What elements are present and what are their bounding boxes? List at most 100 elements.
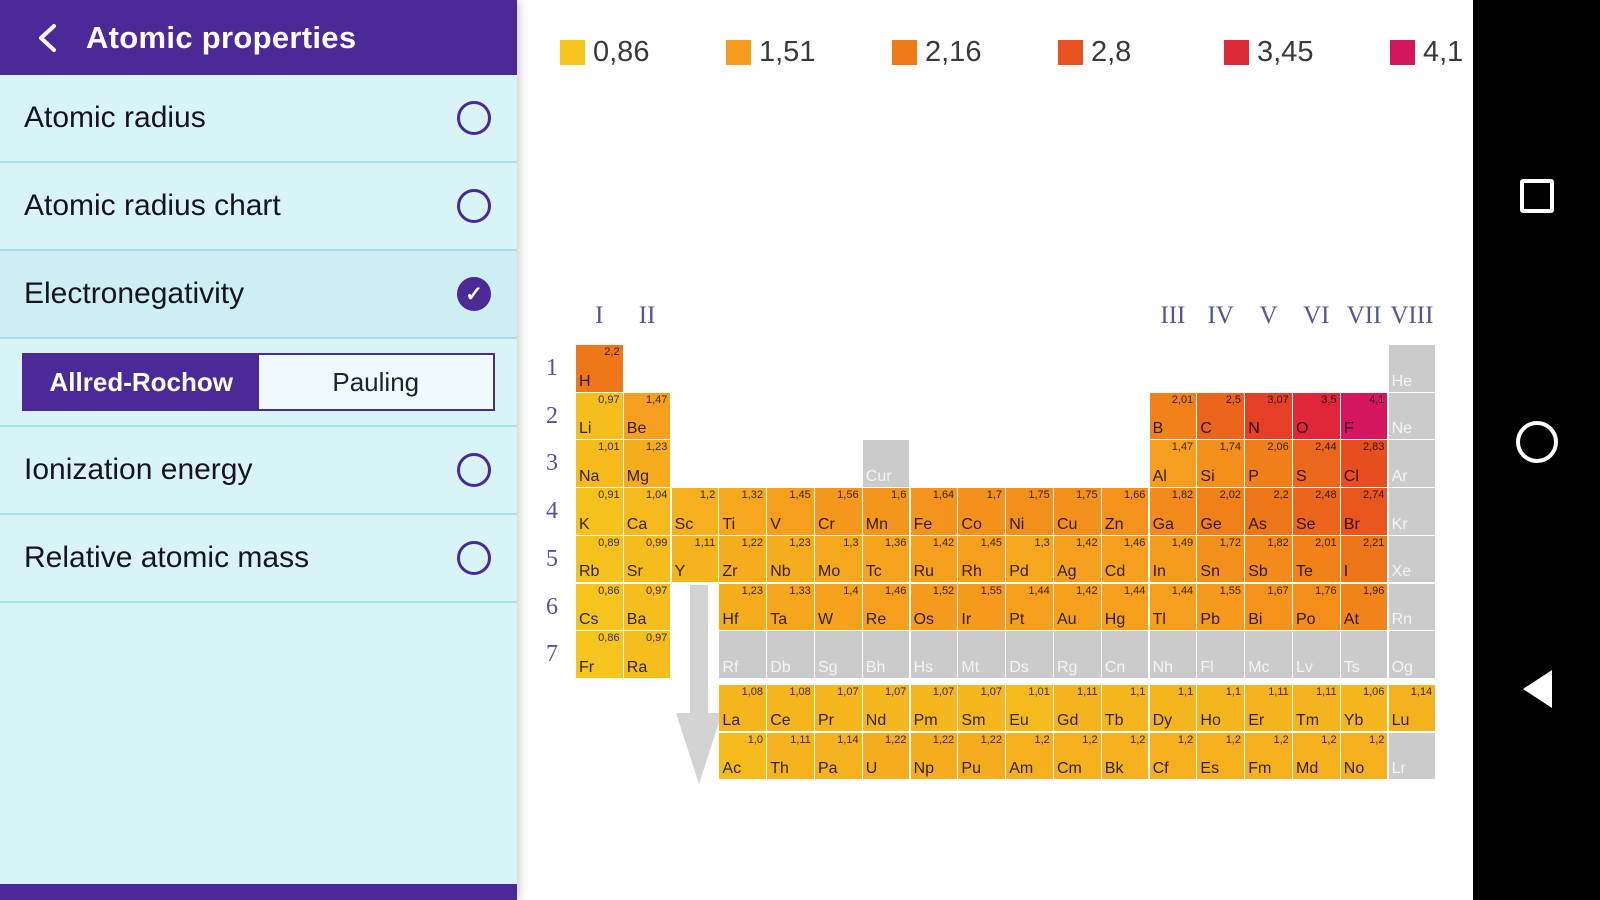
element-cell-Ge[interactable]: 2,02 Ge	[1197, 488, 1244, 535]
element-cell-Np[interactable]: 1,22 Np	[910, 732, 958, 780]
element-cell-Pm[interactable]: 1,07 Pm	[910, 684, 958, 732]
element-cell-K[interactable]: 0,91 K	[576, 488, 623, 535]
element-cell-No[interactable]: 1,2 No	[1340, 732, 1388, 780]
element-cell-Y[interactable]: 1,11 Y	[671, 535, 719, 583]
element-cell-Cd[interactable]: 1,46 Cd	[1101, 535, 1149, 583]
element-cell-Ce[interactable]: 1,08 Ce	[767, 684, 814, 732]
element-cell-Db[interactable]: Db	[767, 631, 814, 678]
element-cell-Lv[interactable]: Lv	[1293, 631, 1340, 678]
element-cell-Be[interactable]: 1,47 Be	[623, 392, 671, 440]
radio-unchecked-icon[interactable]	[457, 453, 491, 487]
element-cell-Pr[interactable]: 1,07 Pr	[815, 684, 862, 732]
element-cell-La[interactable]: 1,08 La	[719, 684, 766, 732]
element-cell-Sn[interactable]: 1,72 Sn	[1197, 535, 1244, 583]
element-cell-Bk[interactable]: 1,2 Bk	[1101, 732, 1149, 780]
element-cell-Au[interactable]: 1,42 Au	[1054, 583, 1101, 631]
element-cell-Sc[interactable]: 1,2 Sc	[671, 488, 719, 535]
element-cell-P[interactable]: 2,06 P	[1245, 440, 1292, 487]
element-cell-S[interactable]: 2,44 S	[1293, 440, 1340, 487]
element-cell-Bh[interactable]: Bh	[862, 631, 910, 678]
element-cell-Ta[interactable]: 1,33 Ta	[767, 583, 814, 631]
element-cell-At[interactable]: 1,96 At	[1340, 583, 1388, 631]
home-button[interactable]	[1473, 420, 1600, 464]
element-cell-He[interactable]: He	[1388, 345, 1436, 392]
element-cell-Cn[interactable]: Cn	[1101, 631, 1149, 678]
element-cell-B[interactable]: 2,01 B	[1149, 392, 1197, 440]
element-cell-Se[interactable]: 2,48 Se	[1293, 488, 1340, 535]
element-cell-Bi[interactable]: 1,67 Bi	[1245, 583, 1292, 631]
element-cell-Xe[interactable]: Xe	[1388, 535, 1436, 583]
element-cell-W[interactable]: 1,4 W	[815, 583, 862, 631]
sidebar-item-relative-atomic-mass[interactable]: Relative atomic mass	[0, 515, 517, 603]
element-cell-Sg[interactable]: Sg	[815, 631, 862, 678]
element-cell-Os[interactable]: 1,52 Os	[910, 583, 958, 631]
element-cell-Fm[interactable]: 1,2 Fm	[1245, 732, 1292, 780]
element-cell-Tm[interactable]: 1,11 Tm	[1293, 684, 1340, 732]
element-cell-Ar[interactable]: Ar	[1388, 440, 1436, 487]
sidebar-item-atomic-radius-chart[interactable]: Atomic radius chart	[0, 163, 517, 251]
recents-button[interactable]	[1473, 178, 1600, 214]
element-cell-Tb[interactable]: 1,1 Tb	[1101, 684, 1149, 732]
element-cell-Rg[interactable]: Rg	[1054, 631, 1101, 678]
element-cell-Ca[interactable]: 1,04 Ca	[623, 488, 671, 535]
element-cell-As[interactable]: 2,2 As	[1245, 488, 1292, 535]
element-cell-I[interactable]: 2,21 I	[1340, 535, 1388, 583]
element-cell-Cur[interactable]: Cur	[862, 440, 910, 487]
element-cell-Lu[interactable]: 1,14 Lu	[1388, 684, 1436, 732]
element-cell-Ga[interactable]: 1,82 Ga	[1149, 488, 1197, 535]
element-cell-Kr[interactable]: Kr	[1388, 488, 1436, 535]
element-cell-Rn[interactable]: Rn	[1388, 583, 1436, 631]
element-cell-Nh[interactable]: Nh	[1149, 631, 1197, 678]
element-cell-Ni[interactable]: 1,75 Ni	[1006, 488, 1053, 535]
element-cell-Al[interactable]: 1,47 Al	[1149, 440, 1197, 487]
radio-unchecked-icon[interactable]	[457, 541, 491, 575]
element-cell-Sb[interactable]: 1,82 Sb	[1245, 535, 1292, 583]
radio-unchecked-icon[interactable]	[457, 101, 491, 135]
element-cell-In[interactable]: 1,49 In	[1149, 535, 1197, 583]
element-cell-Lr[interactable]: Lr	[1388, 732, 1436, 780]
toggle-allred-rochow[interactable]: Allred-Rochow	[24, 355, 259, 409]
element-cell-Pa[interactable]: 1,14 Pa	[815, 732, 862, 780]
element-cell-Tl[interactable]: 1,44 Tl	[1149, 583, 1197, 631]
element-cell-Th[interactable]: 1,11 Th	[767, 732, 814, 780]
element-cell-Am[interactable]: 1,2 Am	[1006, 732, 1053, 780]
sidebar-item-atomic-radius[interactable]: Atomic radius	[0, 75, 517, 163]
element-cell-V[interactable]: 1,45 V	[767, 488, 814, 535]
element-cell-Pu[interactable]: 1,22 Pu	[958, 732, 1005, 780]
element-cell-Zr[interactable]: 1,22 Zr	[719, 535, 766, 583]
radio-unchecked-icon[interactable]	[457, 189, 491, 223]
element-cell-Md[interactable]: 1,2 Md	[1293, 732, 1340, 780]
element-cell-C[interactable]: 2,5 C	[1197, 392, 1244, 440]
element-cell-H[interactable]: 2,2 H	[576, 345, 623, 392]
element-cell-Fe[interactable]: 1,64 Fe	[910, 488, 958, 535]
element-cell-Sm[interactable]: 1,07 Sm	[958, 684, 1005, 732]
element-cell-Hg[interactable]: 1,44 Hg	[1101, 583, 1149, 631]
element-cell-Mg[interactable]: 1,23 Mg	[623, 440, 671, 487]
element-cell-Sr[interactable]: 0,99 Sr	[623, 535, 671, 583]
sidebar-item-ionization-energy[interactable]: Ionization energy	[0, 427, 517, 515]
element-cell-Ba[interactable]: 0,97 Ba	[623, 583, 671, 631]
element-cell-Pd[interactable]: 1,3 Pd	[1006, 535, 1053, 583]
element-cell-Er[interactable]: 1,11 Er	[1245, 684, 1292, 732]
element-cell-U[interactable]: 1,22 U	[862, 732, 910, 780]
element-cell-Rb[interactable]: 0,89 Rb	[576, 535, 623, 583]
element-cell-Ne[interactable]: Ne	[1388, 392, 1436, 440]
element-cell-Fr[interactable]: 0,86 Fr	[576, 631, 623, 678]
element-cell-Yb[interactable]: 1,06 Yb	[1340, 684, 1388, 732]
element-cell-Ac[interactable]: 1,0 Ac	[719, 732, 766, 780]
element-cell-Ts[interactable]: Ts	[1340, 631, 1388, 678]
element-cell-Na[interactable]: 1,01 Na	[576, 440, 623, 487]
element-cell-N[interactable]: 3,07 N	[1245, 392, 1292, 440]
element-cell-Pb[interactable]: 1,55 Pb	[1197, 583, 1244, 631]
element-cell-Mt[interactable]: Mt	[958, 631, 1005, 678]
element-cell-Ho[interactable]: 1,1 Ho	[1197, 684, 1244, 732]
element-cell-Mc[interactable]: Mc	[1245, 631, 1292, 678]
element-cell-Po[interactable]: 1,76 Po	[1293, 583, 1340, 631]
element-cell-Co[interactable]: 1,7 Co	[958, 488, 1005, 535]
element-cell-Mn[interactable]: 1,6 Mn	[862, 488, 910, 535]
element-cell-Nb[interactable]: 1,23 Nb	[767, 535, 814, 583]
element-cell-Cm[interactable]: 1,2 Cm	[1054, 732, 1101, 780]
element-cell-Ru[interactable]: 1,42 Ru	[910, 535, 958, 583]
element-cell-Br[interactable]: 2,74 Br	[1340, 488, 1388, 535]
element-cell-Rf[interactable]: Rf	[719, 631, 766, 678]
